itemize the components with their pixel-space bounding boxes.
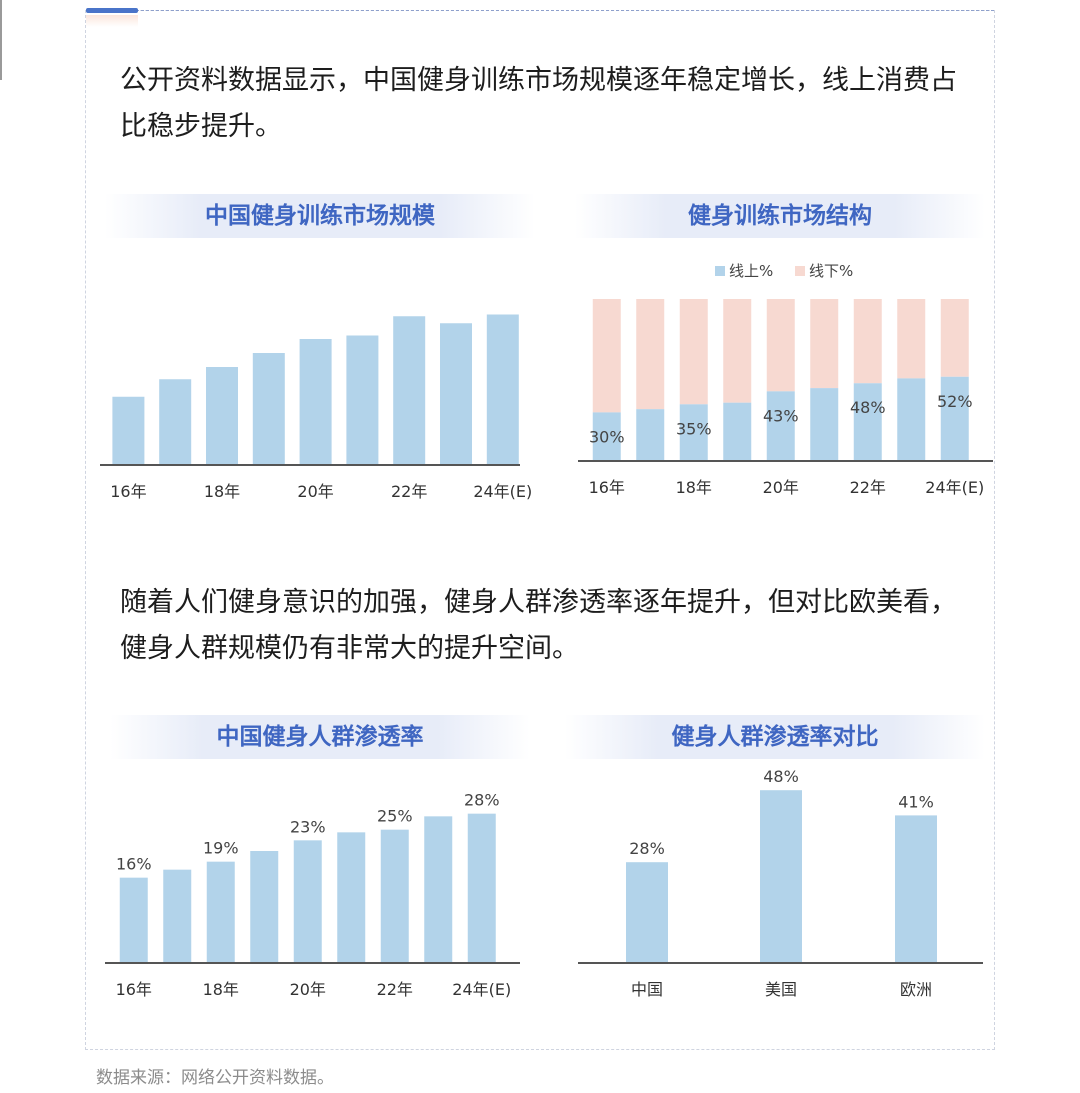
intro-paragraph: 公开资料数据显示，中国健身训练市场规模逐年稳定增长，线上消费占比稳步提升。 [120, 65, 957, 142]
bar-17年 [163, 869, 192, 963]
edge-marker [0, 0, 2, 80]
x-tick-label: 20年 [290, 980, 326, 999]
x-tick-label: 欧洲 [900, 980, 932, 999]
bar-offline-19年 [723, 299, 752, 403]
bar-offline-17年 [636, 299, 665, 410]
data-label: 16% [116, 855, 152, 874]
bar-中国 [626, 862, 668, 963]
penetration-compare-chart: 28% 48% 41% 中国 美国 欧洲 [578, 767, 983, 999]
bar-23年 [440, 323, 472, 465]
content-card [85, 8, 995, 1050]
bar-18年 [206, 861, 235, 963]
x-tick-label: 20年 [297, 482, 333, 501]
x-tick-label: 22年 [377, 980, 413, 999]
bar-21年 [346, 335, 379, 465]
bar-19年 [250, 851, 279, 963]
x-tick-label: 22年 [391, 482, 427, 501]
x-tick-label: 18年 [676, 478, 712, 497]
card-tab-glow [86, 15, 138, 27]
bar-22年 [393, 316, 426, 465]
bar-20年 [293, 840, 322, 963]
data-label: 28% [464, 791, 500, 810]
bar-offline-20年 [766, 299, 795, 392]
bar-美国 [760, 790, 802, 963]
data-label: 48% [763, 767, 799, 786]
legend-label-offline: 线下% [809, 262, 853, 280]
bar-16年 [119, 877, 148, 963]
x-tick-label: 16年 [589, 478, 625, 497]
x-tick-label: 16年 [116, 980, 152, 999]
x-tick-label: 16年 [110, 482, 146, 501]
data-label: 48% [850, 398, 886, 417]
bar-offline-16年 [592, 299, 621, 413]
legend-label-online: 线上% [729, 262, 773, 280]
x-tick-label: 美国 [765, 980, 797, 999]
bar-21年 [337, 832, 366, 963]
x-tick-label: 20年 [763, 478, 799, 497]
bar-online-21年 [810, 388, 839, 461]
bar-17年 [159, 379, 192, 465]
bar-offline-21年 [810, 299, 839, 389]
penetration-chart: 16% 19% 23% 25% 28% 16年 18年 20年 22年 24年(E) [105, 791, 520, 999]
bar-24年(E) [467, 813, 496, 963]
data-label: 23% [290, 817, 326, 836]
data-label: 43% [763, 406, 799, 425]
x-tick-label: 22年 [850, 478, 886, 497]
data-label: 28% [629, 839, 665, 858]
data-label: 35% [676, 419, 712, 438]
bar-online-24年(E) [940, 376, 969, 461]
bar-offline-18年 [679, 299, 708, 405]
chart-title-market-size: 中国健身训练市场规模 [105, 194, 535, 238]
bar-online-23年 [897, 378, 926, 461]
bar-欧洲 [895, 815, 937, 963]
bar-online-20年 [766, 391, 795, 461]
x-tick-label: 24年(E) [473, 482, 532, 501]
bar-online-19年 [723, 402, 752, 461]
bar-offline-22年 [853, 299, 882, 384]
x-tick-label: 24年(E) [452, 980, 511, 999]
data-label: 52% [937, 392, 973, 411]
data-label: 41% [898, 792, 934, 811]
card-top-border [86, 10, 994, 11]
bar-online-18年 [679, 404, 708, 461]
market-size-chart: 16年 18年 20年 22年 24年(E) [100, 314, 532, 501]
bar-online-17年 [636, 409, 665, 461]
data-label: 30% [589, 427, 625, 446]
bar-online-16年 [592, 412, 621, 461]
bar-20年 [299, 339, 332, 465]
data-label: 19% [203, 839, 239, 858]
bar-24年(E) [486, 314, 519, 465]
card-tab-accent [86, 8, 138, 13]
data-label: 25% [377, 807, 413, 826]
legend-swatch-offline [795, 266, 805, 276]
bar-23年 [424, 816, 453, 963]
x-tick-label: 中国 [631, 980, 663, 999]
x-tick-label: 24年(E) [925, 478, 984, 497]
market-structure-chart: 线上% 线下% 30% 35% 43% 48% 52% 16年 18年 20年 22年 24年(E) [578, 262, 993, 497]
data-source-note: 数据来源：网络公开资料数据。 [96, 1068, 334, 1088]
penetration-paragraph: 随着人们健身意识的加强，健身人群渗透率逐年提升，但对比欧美看，健身人群规模仍有非… [120, 587, 957, 664]
bar-online-22年 [853, 383, 882, 461]
bar-16年 [112, 396, 145, 465]
chart-title-market-structure: 健身训练市场结构 [575, 194, 985, 238]
bar-18年 [206, 367, 238, 465]
bar-22年 [380, 829, 409, 963]
x-tick-label: 18年 [203, 980, 239, 999]
bar-offline-23年 [897, 299, 926, 379]
chart-title-penetration: 中国健身人群渗透率 [110, 715, 530, 759]
bar-19年 [252, 353, 285, 465]
x-tick-label: 18年 [204, 482, 240, 501]
bar-offline-24年(E) [940, 299, 969, 377]
legend-swatch-online [715, 266, 725, 276]
chart-title-penetration-compare: 健身人群渗透率对比 [565, 715, 985, 759]
